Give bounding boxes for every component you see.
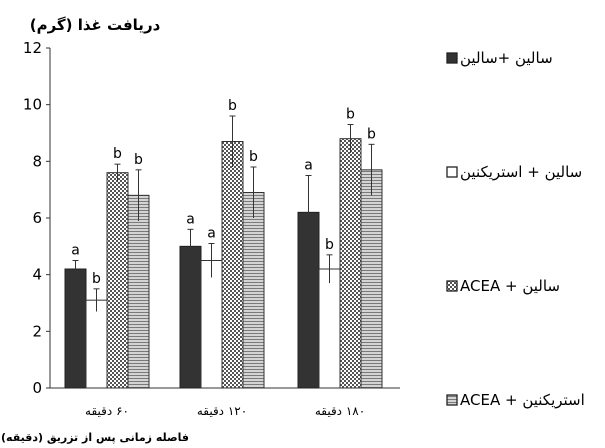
chart-title: دریافت غذا (گرم) — [30, 16, 161, 34]
category-label: ۶۰ دقیقه — [85, 404, 129, 418]
bar — [339, 138, 362, 389]
bar — [318, 268, 341, 389]
significance-label: a — [207, 226, 216, 242]
legend-swatch — [446, 52, 458, 64]
error-bars-group — [72, 115, 375, 312]
legend-label: ACEA + استریکنین — [460, 391, 585, 409]
category-labels-group: ۶۰ دقیقه ۱۲۰ دقیقه ۱۸۰ دقیقه — [85, 404, 365, 418]
bar — [179, 245, 202, 389]
bar — [200, 260, 223, 389]
bar — [360, 169, 383, 389]
bar — [85, 299, 108, 389]
legend-swatch — [446, 280, 458, 292]
bar — [242, 192, 265, 389]
y-tick-label: 2 — [32, 322, 42, 340]
significance-label: b — [134, 152, 143, 168]
y-tick-label: 0 — [32, 379, 42, 397]
legend-swatch — [446, 166, 458, 178]
significance-label: b — [367, 126, 376, 142]
axes: 0 2 4 6 8 10 12 — [23, 39, 400, 397]
significance-label: b — [113, 146, 122, 162]
significance-label: b — [325, 237, 334, 253]
y-tick-label: 8 — [32, 152, 42, 170]
significance-label: a — [186, 211, 195, 227]
legend-label: ACEA + سالین — [460, 277, 560, 295]
category-label: ۱۲۰ دقیقه — [197, 404, 247, 418]
legend-label: سالین + استریکنین — [460, 163, 582, 181]
significance-label: b — [228, 98, 237, 114]
significance-label: a — [304, 158, 313, 174]
legend: سالین +سالین سالین + استریکنین ACEA + سالی… — [446, 49, 585, 409]
category-label: ۱۸۰ دقیقه — [315, 404, 365, 418]
bars-group — [64, 138, 383, 389]
legend-swatch — [446, 394, 458, 406]
bar — [106, 172, 129, 389]
y-tick-label: 6 — [32, 209, 42, 227]
y-tick-label: 4 — [32, 266, 42, 284]
y-tick-label: 10 — [23, 96, 42, 114]
bar — [127, 194, 150, 389]
significance-label: b — [92, 271, 101, 287]
x-axis-label: فاصله زمانی پس از تزریق (دقیقه) — [1, 431, 189, 444]
significance-label: b — [346, 107, 355, 123]
y-tick-label: 12 — [23, 39, 42, 57]
bar — [64, 268, 87, 389]
bar — [221, 141, 244, 389]
significance-label: a — [71, 243, 80, 259]
legend-label: سالین +سالین — [460, 49, 553, 67]
significance-label: b — [249, 149, 258, 165]
